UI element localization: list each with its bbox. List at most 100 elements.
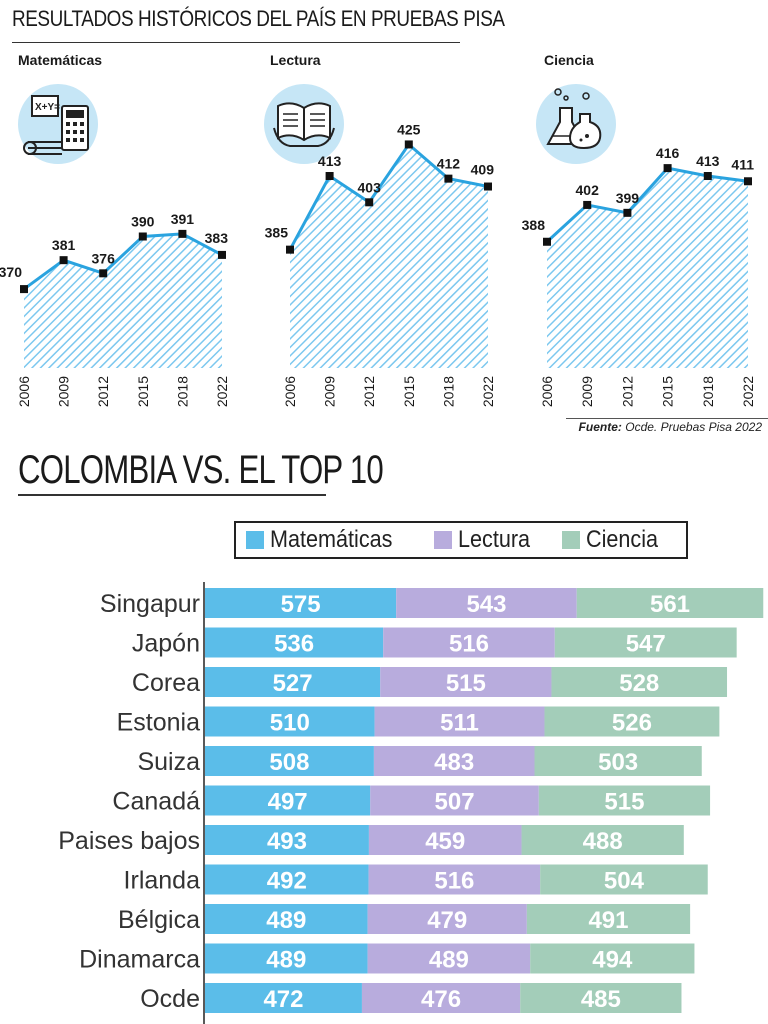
bar-value-science: 488 (583, 828, 623, 855)
x-tick-label-science: 2012 (619, 376, 635, 407)
bar-value-math: 508 (269, 749, 309, 776)
bar-value-reading: 543 (466, 591, 506, 618)
data-label-science: 402 (576, 182, 600, 198)
data-point-math (59, 256, 68, 265)
data-point-science (623, 208, 632, 217)
source-divider (566, 418, 768, 419)
x-tick-label-math: 2018 (174, 376, 190, 407)
bar-value-math: 497 (268, 789, 308, 816)
bar-segment-math (205, 588, 397, 618)
category-label: Singapur (100, 590, 200, 618)
data-point-reading (286, 245, 294, 254)
data-label-math: 381 (52, 237, 76, 253)
x-tick-label-reading: 2006 (282, 376, 298, 407)
bar-value-reading: 511 (440, 710, 479, 737)
data-point-reading (404, 140, 413, 149)
x-tick-label-math: 2015 (135, 376, 151, 407)
bar-segment-reading (380, 667, 552, 697)
bar-segment-reading (370, 785, 539, 816)
bar-value-reading: 459 (425, 828, 465, 855)
area-fill-math (24, 233, 222, 368)
bar-value-science: 528 (619, 670, 659, 697)
x-tick-label-math: 2012 (95, 376, 111, 407)
category-label: Paises bajos (58, 827, 200, 855)
bar-segment-reading (368, 825, 522, 855)
data-label-reading: 413 (318, 153, 342, 169)
title-divider (12, 42, 460, 43)
bar-segment-math (205, 706, 375, 737)
subject-label-reading: Lectura (270, 52, 321, 68)
category-label: Bélgica (118, 906, 200, 934)
data-label-reading: 409 (471, 162, 495, 178)
category-label: Dinamarca (79, 946, 200, 974)
legend-label-math: Matemáticas (270, 526, 393, 553)
area-fill-science (547, 168, 748, 368)
bar-segment-science (538, 785, 711, 816)
legend-swatch-reading (434, 531, 453, 549)
bar-segment-reading (367, 904, 527, 934)
x-tick-label-reading: 2015 (401, 376, 417, 407)
bar-segment-reading (368, 864, 541, 895)
data-label-math: 391 (171, 211, 195, 227)
bar-value-science: 485 (581, 986, 621, 1013)
page-title: RESULTADOS HISTÓRICOS DEL PAÍS EN PRUEBA… (12, 6, 505, 31)
bar-segment-math (205, 627, 384, 658)
bar-value-reading: 516 (434, 868, 474, 895)
legend-swatch-science (562, 531, 581, 549)
legend-label-science: Ciencia (586, 526, 659, 553)
bar-segment-math (205, 864, 369, 895)
category-label: Ocde (140, 985, 200, 1013)
bar-value-science: 515 (604, 789, 644, 816)
bar-segment-science (554, 627, 737, 658)
data-label-math: 376 (92, 250, 116, 266)
bar-segment-math (205, 943, 368, 974)
bar-value-reading: 515 (446, 670, 486, 697)
data-point-reading (325, 172, 334, 181)
x-tick-label-science: 2015 (660, 376, 676, 407)
legend-item-math: Matemáticas (246, 526, 406, 554)
small-charts: 370 2006 381 2009 376 2012 390 2015 391 2018 383 20… (0, 121, 756, 407)
bar-value-reading: 479 (427, 907, 467, 934)
bar-segment-reading (383, 627, 555, 658)
bar-value-math: 489 (266, 947, 306, 974)
data-label-reading: 412 (437, 156, 461, 172)
source-label: Fuente: (578, 420, 622, 434)
data-point-math (138, 232, 147, 241)
category-label: Canadá (112, 788, 200, 816)
bar-segment-science (544, 706, 720, 737)
legend-label-reading: Lectura (458, 526, 531, 553)
legend: Matemáticas Lectura Ciencia (234, 521, 688, 559)
bar-value-math: 493 (267, 828, 307, 855)
bar-segment-reading (361, 983, 521, 1013)
bar-segment-reading (396, 588, 577, 618)
bar-segment-science (534, 746, 702, 776)
data-point-math (178, 229, 187, 238)
legend-swatch-math (246, 531, 264, 549)
legend-item-reading: Lectura (434, 526, 538, 554)
data-label-science: 388 (522, 217, 546, 233)
legend-item-science: Ciencia (562, 526, 666, 554)
data-point-math (20, 285, 28, 294)
bar-value-science: 491 (588, 907, 628, 934)
bar-segment-math (205, 825, 369, 855)
bar-value-math: 472 (263, 986, 303, 1013)
bar-segment-math (205, 904, 368, 934)
x-tick-label-reading: 2018 (440, 376, 456, 407)
bar-segment-science (540, 864, 708, 895)
source-note: Fuente: Ocde. Pruebas Pisa 2022 (579, 420, 762, 434)
data-label-math: 383 (205, 230, 229, 246)
bar-segment-science (520, 983, 682, 1013)
flask-icon (536, 84, 616, 164)
svg-text:X+Y=: X+Y= (35, 102, 60, 113)
bar-segment-science (526, 904, 691, 934)
bar-segment-science (530, 943, 695, 974)
data-label-math: 390 (131, 214, 155, 230)
category-label: Irlanda (124, 867, 201, 895)
category-label: Suiza (137, 748, 200, 776)
data-label-science: 411 (731, 156, 754, 172)
data-point-science (543, 237, 551, 246)
bar-value-math: 492 (267, 868, 307, 895)
section-title: COLOMBIA VS. EL TOP 10 (18, 448, 384, 492)
category-label: Estonia (117, 709, 200, 737)
data-label-science: 399 (616, 190, 640, 206)
